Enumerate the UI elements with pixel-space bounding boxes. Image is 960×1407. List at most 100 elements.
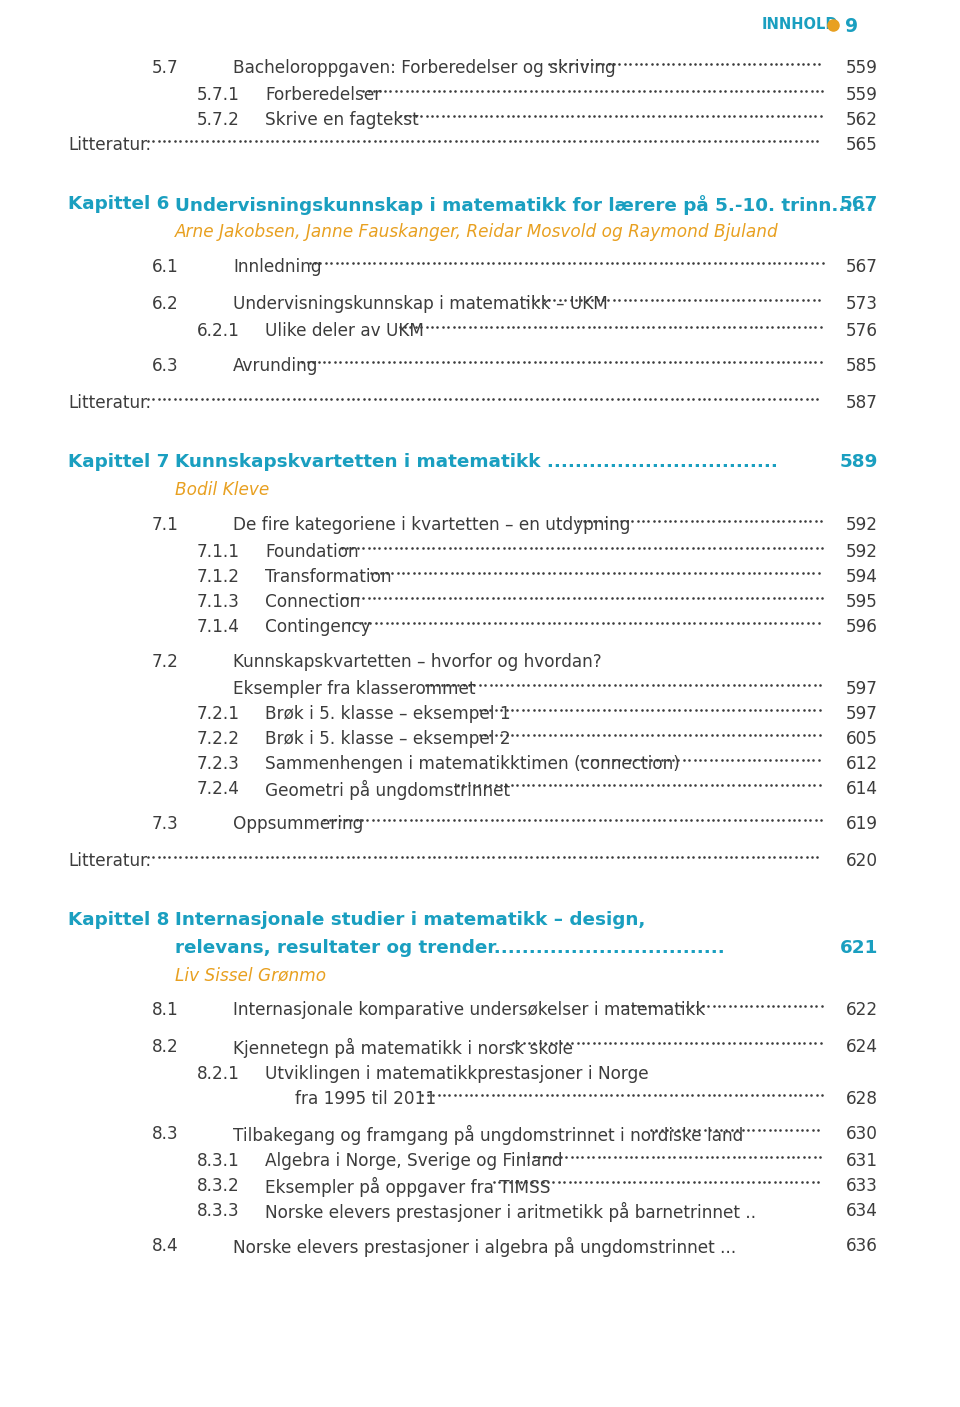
Text: 628: 628 bbox=[846, 1090, 878, 1107]
Text: Oppsummering: Oppsummering bbox=[233, 815, 363, 833]
Text: 587: 587 bbox=[846, 394, 878, 412]
Text: 559: 559 bbox=[846, 86, 878, 104]
Text: 9: 9 bbox=[845, 17, 858, 37]
Text: 6.2: 6.2 bbox=[152, 295, 179, 312]
Text: 620: 620 bbox=[846, 853, 878, 870]
Text: 6.3: 6.3 bbox=[152, 357, 179, 376]
Text: 567: 567 bbox=[840, 196, 878, 212]
Text: 585: 585 bbox=[846, 357, 878, 376]
Text: Forberedelser: Forberedelser bbox=[265, 86, 381, 104]
Text: 594: 594 bbox=[846, 568, 878, 585]
Text: 562: 562 bbox=[846, 111, 878, 129]
Text: 636: 636 bbox=[846, 1237, 878, 1255]
Text: Norske elevers prestasjoner i algebra på ungdomstrinnet ...: Norske elevers prestasjoner i algebra på… bbox=[233, 1237, 736, 1256]
Text: Litteratur.: Litteratur. bbox=[68, 853, 151, 870]
Text: Connection: Connection bbox=[265, 592, 360, 611]
Text: fra 1995 til 2011: fra 1995 til 2011 bbox=[295, 1090, 436, 1107]
Text: De fire kategoriene i kvartetten – en utdypning: De fire kategoriene i kvartetten – en ut… bbox=[233, 516, 631, 535]
Text: 597: 597 bbox=[846, 680, 878, 698]
Text: Internasjonale studier i matematikk – design,: Internasjonale studier i matematikk – de… bbox=[175, 910, 645, 929]
Text: 605: 605 bbox=[846, 730, 878, 749]
Text: Sammenhengen i matematikktimen (connection): Sammenhengen i matematikktimen (connecti… bbox=[265, 756, 680, 772]
Text: Litteratur.: Litteratur. bbox=[68, 136, 151, 153]
Text: 7.2.2: 7.2.2 bbox=[197, 730, 240, 749]
Text: Transformation: Transformation bbox=[265, 568, 392, 585]
Text: Internasjonale komparative undersøkelser i matematikk: Internasjonale komparative undersøkelser… bbox=[233, 1000, 706, 1019]
Text: 624: 624 bbox=[846, 1038, 878, 1057]
Text: 589: 589 bbox=[840, 453, 878, 471]
Text: 573: 573 bbox=[846, 295, 878, 312]
Text: 633: 633 bbox=[846, 1178, 878, 1195]
Text: Foundation: Foundation bbox=[265, 543, 359, 561]
Text: 8.3.2: 8.3.2 bbox=[197, 1178, 240, 1195]
Text: 8.3.1: 8.3.1 bbox=[197, 1152, 240, 1171]
Text: 8.2.1: 8.2.1 bbox=[197, 1065, 240, 1083]
Text: 595: 595 bbox=[846, 592, 878, 611]
Text: 576: 576 bbox=[846, 322, 878, 340]
Text: Kapittel 6: Kapittel 6 bbox=[68, 196, 169, 212]
Text: 567: 567 bbox=[846, 257, 878, 276]
Text: Bacheloroppgaven: Forberedelser og skriving: Bacheloroppgaven: Forberedelser og skriv… bbox=[233, 59, 615, 77]
Text: 8.3.3: 8.3.3 bbox=[197, 1202, 240, 1220]
Text: 6.2.1: 6.2.1 bbox=[197, 322, 240, 340]
Text: Brøk i 5. klasse – eksempel 1: Brøk i 5. klasse – eksempel 1 bbox=[265, 705, 511, 723]
Text: 634: 634 bbox=[846, 1202, 878, 1220]
Text: INNHOLD: INNHOLD bbox=[762, 17, 838, 32]
Text: Kapittel 7: Kapittel 7 bbox=[68, 453, 170, 471]
Text: 7.2.3: 7.2.3 bbox=[197, 756, 240, 772]
Text: Kapittel 8: Kapittel 8 bbox=[68, 910, 169, 929]
Text: Norske elevers prestasjoner i aritmetikk på barnetrinnet ..: Norske elevers prestasjoner i aritmetikk… bbox=[265, 1202, 756, 1223]
Text: Kunnskapskvartetten – hvorfor og hvordan?: Kunnskapskvartetten – hvorfor og hvordan… bbox=[233, 653, 602, 671]
Text: Innledning: Innledning bbox=[233, 257, 322, 276]
Text: 7.1: 7.1 bbox=[152, 516, 179, 535]
Text: Undervisningskunnskap i matematikk for lærere på 5.-10. trinn......: Undervisningskunnskap i matematikk for l… bbox=[175, 196, 874, 215]
Text: 614: 614 bbox=[846, 779, 878, 798]
Text: Liv Sissel Grønmo: Liv Sissel Grønmo bbox=[175, 967, 326, 983]
Text: Skrive en fagtekst: Skrive en fagtekst bbox=[265, 111, 419, 129]
Text: Algebra i Norge, Sverige og Finland: Algebra i Norge, Sverige og Finland bbox=[265, 1152, 563, 1171]
Text: Eksempler på oppgaver fra TIMSS: Eksempler på oppgaver fra TIMSS bbox=[265, 1178, 550, 1197]
Text: 6.1: 6.1 bbox=[152, 257, 179, 276]
Text: 592: 592 bbox=[846, 516, 878, 535]
Text: Kjennetegn på matematikk i norsk skole: Kjennetegn på matematikk i norsk skole bbox=[233, 1038, 573, 1058]
Text: 619: 619 bbox=[846, 815, 878, 833]
Text: 7.1.2: 7.1.2 bbox=[197, 568, 240, 585]
Text: 596: 596 bbox=[846, 618, 878, 636]
Text: 7.3: 7.3 bbox=[152, 815, 179, 833]
Text: 8.4: 8.4 bbox=[152, 1237, 179, 1255]
Text: Kunnskapskvartetten i matematikk .................................: Kunnskapskvartetten i matematikk .......… bbox=[175, 453, 778, 471]
Text: 7.2.1: 7.2.1 bbox=[197, 705, 240, 723]
Text: 7.2.4: 7.2.4 bbox=[197, 779, 240, 798]
Text: Ulike deler av UKM: Ulike deler av UKM bbox=[265, 322, 424, 340]
Text: 7.2: 7.2 bbox=[152, 653, 179, 671]
Text: Tilbakegang og framgang på ungdomstrinnet i nordiske land: Tilbakegang og framgang på ungdomstrinne… bbox=[233, 1126, 743, 1145]
Text: Arne Jakobsen, Janne Fauskanger, Reidar Mosvold og Raymond Bjuland: Arne Jakobsen, Janne Fauskanger, Reidar … bbox=[175, 222, 779, 241]
Text: relevans, resultater og trender.................................: relevans, resultater og trender.........… bbox=[175, 938, 725, 957]
Text: 631: 631 bbox=[846, 1152, 878, 1171]
Text: Geometri på ungdomstrinnet: Geometri på ungdomstrinnet bbox=[265, 779, 510, 801]
Text: Undervisningskunnskap i matematikk – UKM: Undervisningskunnskap i matematikk – UKM bbox=[233, 295, 608, 312]
Text: Avrunding: Avrunding bbox=[233, 357, 319, 376]
Text: 7.1.1: 7.1.1 bbox=[197, 543, 240, 561]
Text: 8.3: 8.3 bbox=[152, 1126, 179, 1142]
Text: Brøk i 5. klasse – eksempel 2: Brøk i 5. klasse – eksempel 2 bbox=[265, 730, 511, 749]
Text: 5.7.2: 5.7.2 bbox=[197, 111, 240, 129]
Text: Utviklingen i matematikkprestasjoner i Norge: Utviklingen i matematikkprestasjoner i N… bbox=[265, 1065, 649, 1083]
Text: 7.1.4: 7.1.4 bbox=[197, 618, 240, 636]
Text: 559: 559 bbox=[846, 59, 878, 77]
Text: 621: 621 bbox=[840, 938, 878, 957]
Text: 612: 612 bbox=[846, 756, 878, 772]
Text: Contingency: Contingency bbox=[265, 618, 371, 636]
Text: Eksempler fra klasserommet: Eksempler fra klasserommet bbox=[233, 680, 475, 698]
Text: 597: 597 bbox=[846, 705, 878, 723]
Text: Litteratur.: Litteratur. bbox=[68, 394, 151, 412]
Text: 622: 622 bbox=[846, 1000, 878, 1019]
Text: 7.1.3: 7.1.3 bbox=[197, 592, 240, 611]
Text: Bodil Kleve: Bodil Kleve bbox=[175, 481, 269, 499]
Text: 5.7: 5.7 bbox=[152, 59, 179, 77]
Text: 8.1: 8.1 bbox=[152, 1000, 179, 1019]
Text: 630: 630 bbox=[846, 1126, 878, 1142]
Text: 5.7.1: 5.7.1 bbox=[197, 86, 240, 104]
Text: 565: 565 bbox=[846, 136, 878, 153]
Text: 592: 592 bbox=[846, 543, 878, 561]
